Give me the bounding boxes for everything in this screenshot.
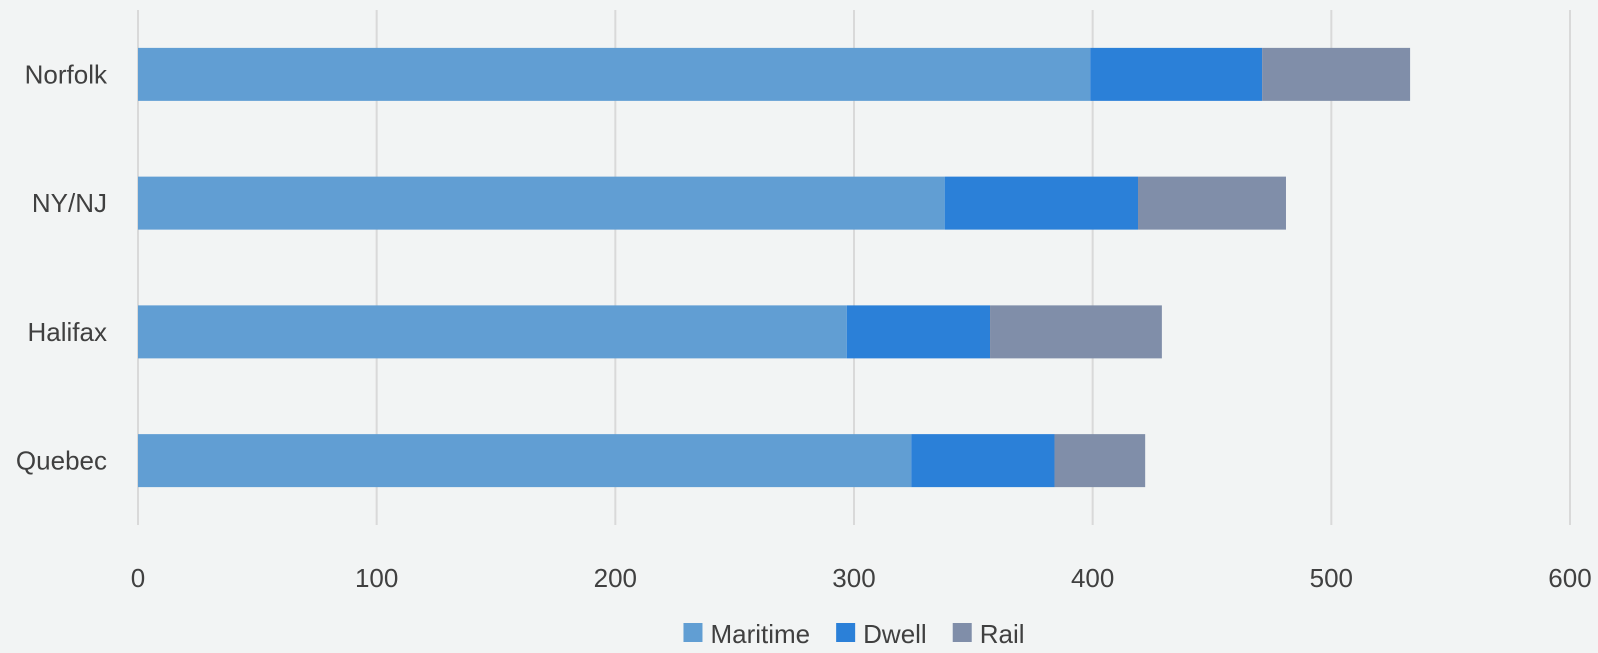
x-tick-label: 100 xyxy=(355,563,398,593)
category-labels: Norfolk NY/NJ Halifax Quebec xyxy=(16,59,108,475)
legend: Maritime Dwell Rail xyxy=(683,619,1025,649)
x-tick-label: 300 xyxy=(832,563,875,593)
bar-maritime-ny-nj xyxy=(138,176,945,230)
x-tick-label: 400 xyxy=(1071,563,1114,593)
bar-dwell-quebec xyxy=(911,434,1055,488)
bar-rail-halifax xyxy=(990,305,1162,359)
bar-dwell-norfolk xyxy=(1090,47,1263,101)
category-label: NY/NJ xyxy=(32,188,107,218)
category-label: Halifax xyxy=(28,317,107,347)
bar-dwell-halifax xyxy=(846,305,991,359)
x-tick-label: 200 xyxy=(594,563,637,593)
x-tick-label: 0 xyxy=(131,563,145,593)
category-label: Norfolk xyxy=(25,59,108,89)
bar-rail-norfolk xyxy=(1262,47,1411,101)
bars xyxy=(138,47,1411,488)
legend-swatch-dwell xyxy=(836,623,856,642)
legend-swatch-rail xyxy=(952,623,972,642)
legend-swatch-maritime xyxy=(683,623,703,642)
x-tick-labels: 0 100 200 300 400 500 600 xyxy=(131,563,1592,593)
bar-maritime-norfolk xyxy=(138,47,1091,101)
x-tick-label: 600 xyxy=(1548,563,1591,593)
x-tick-label: 500 xyxy=(1310,563,1353,593)
bar-maritime-quebec xyxy=(138,434,912,488)
legend-label-rail: Rail xyxy=(980,619,1025,649)
bar-maritime-halifax xyxy=(138,305,847,359)
category-label: Quebec xyxy=(16,446,107,476)
bar-dwell-ny-nj xyxy=(944,176,1139,230)
bar-rail-quebec xyxy=(1054,434,1146,488)
legend-label-dwell: Dwell xyxy=(863,619,927,649)
bar-rail-ny-nj xyxy=(1138,176,1286,230)
legend-label-maritime: Maritime xyxy=(710,619,810,649)
